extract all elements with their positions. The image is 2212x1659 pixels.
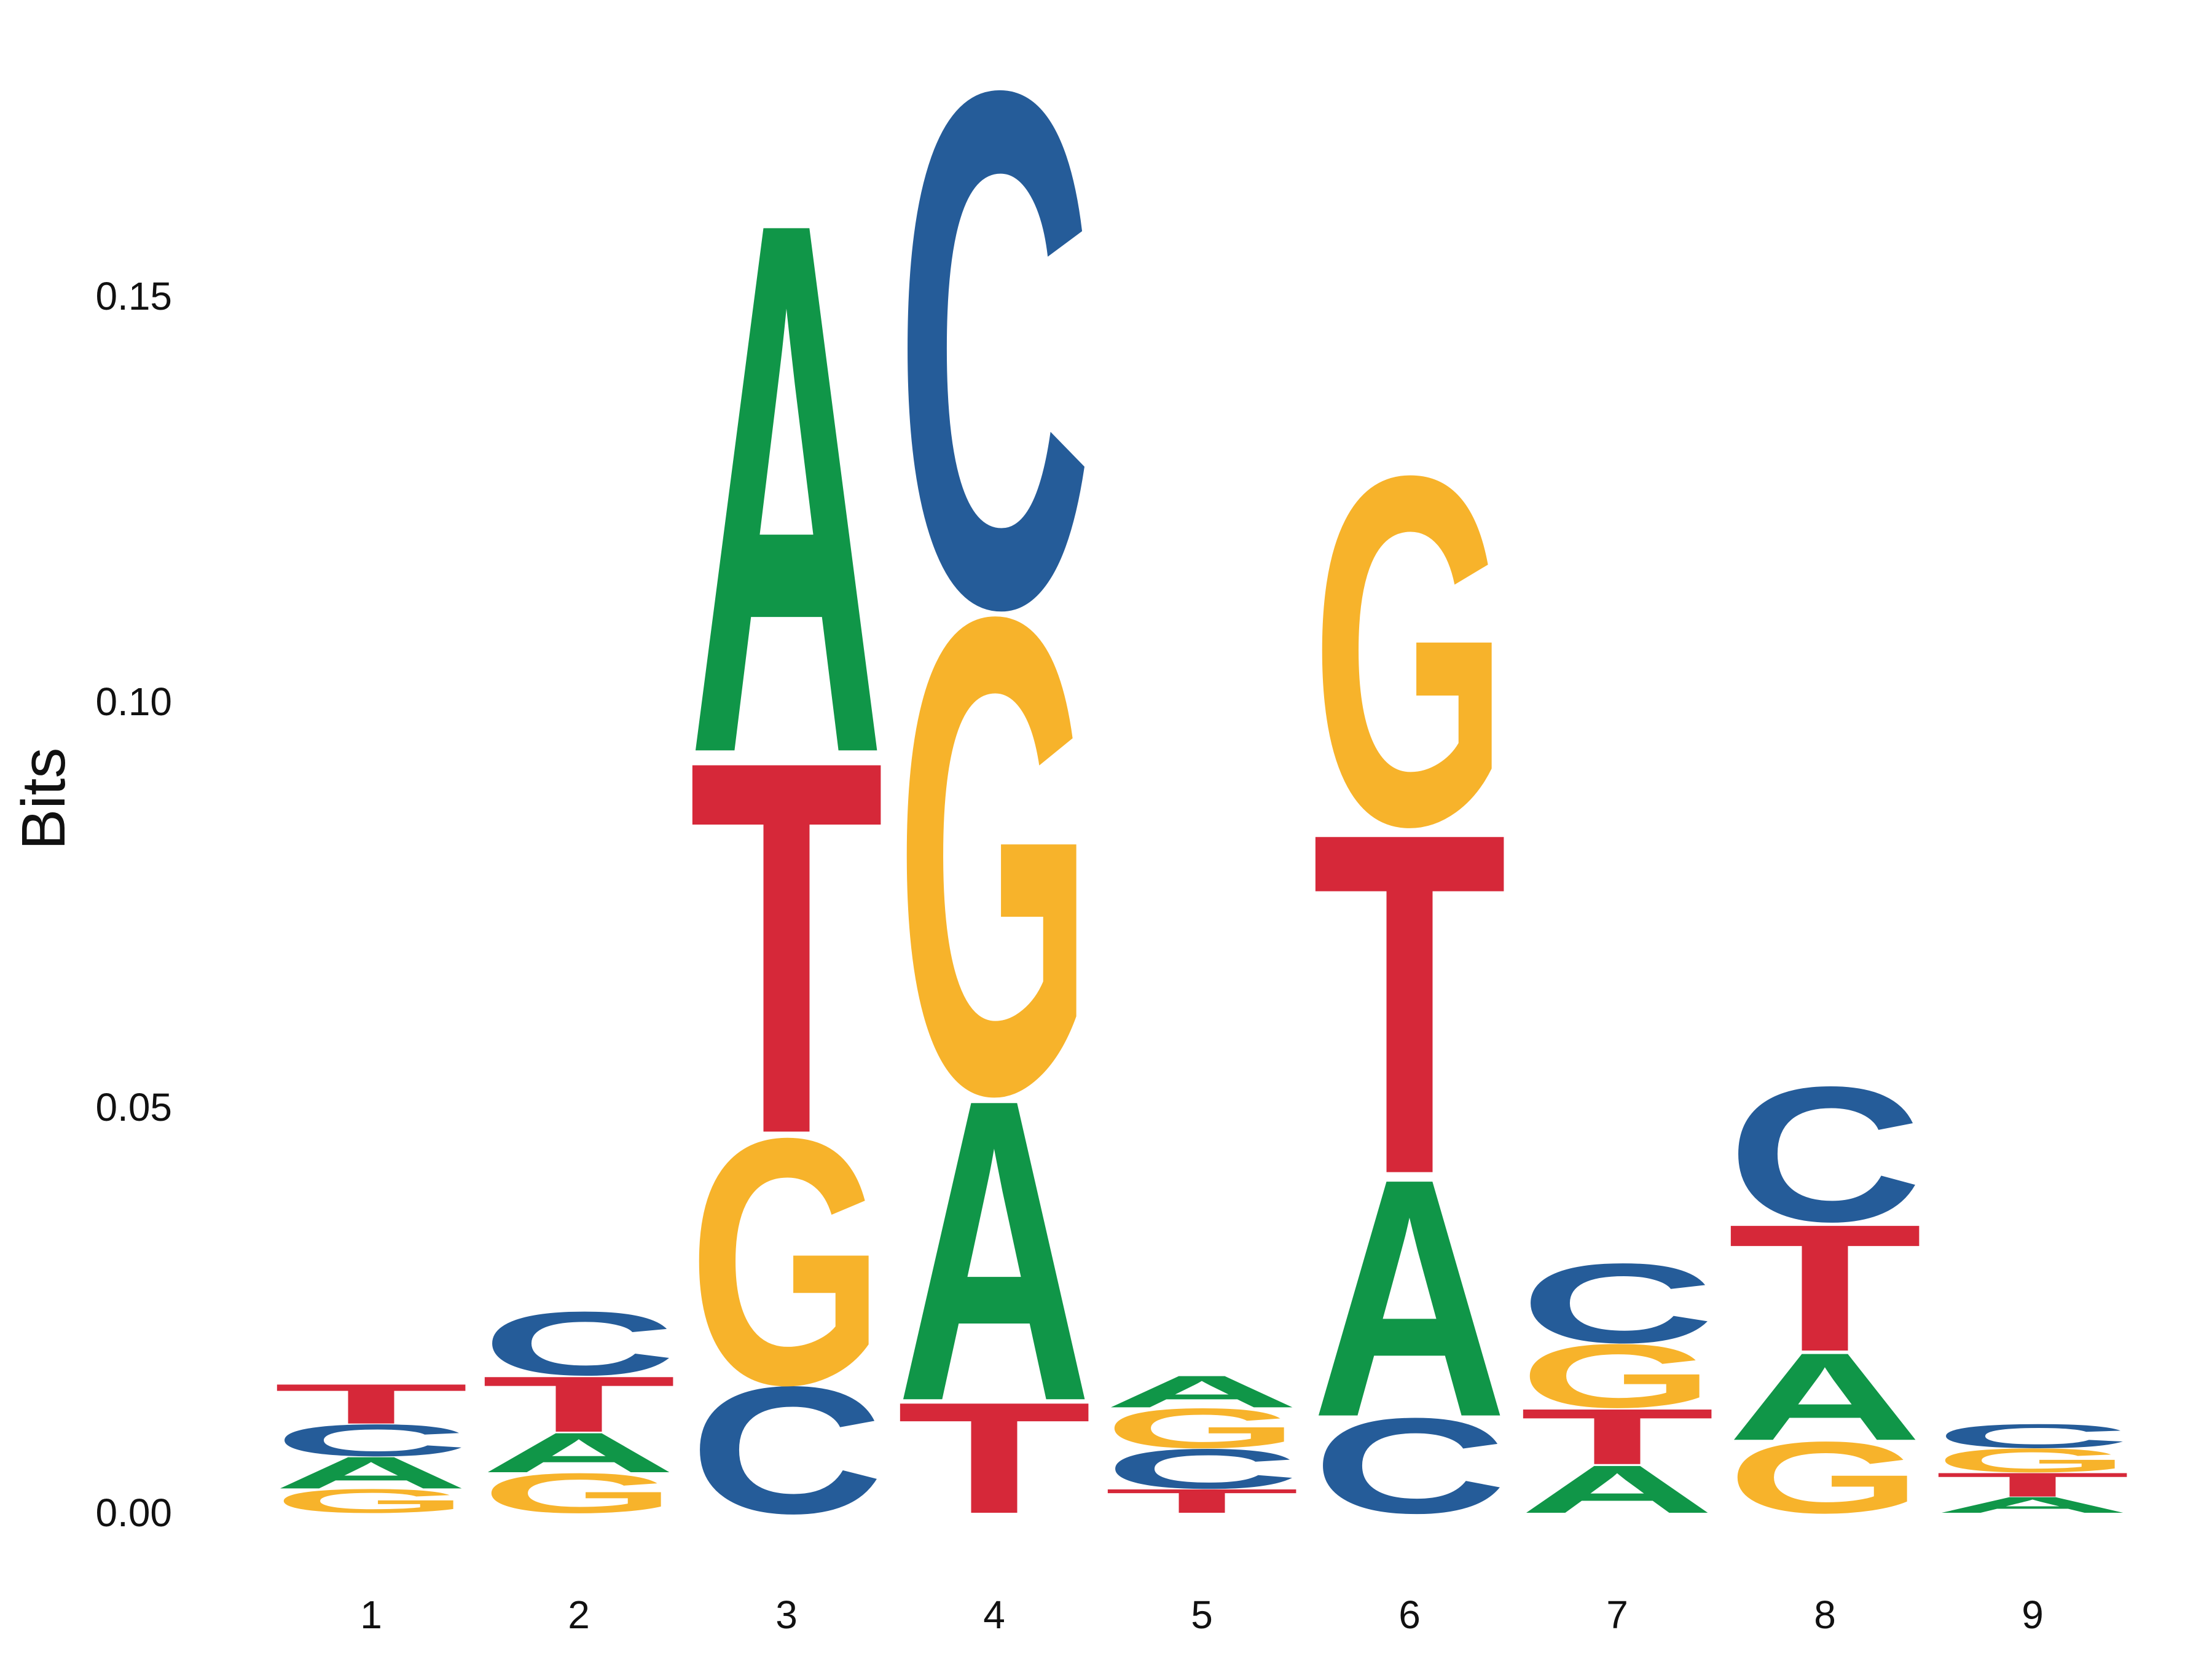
logo-letter-T: T: [1727, 1186, 1923, 1389]
y-axis-title: Bits: [9, 748, 78, 850]
y-tick-label: 0.05: [95, 1085, 172, 1129]
logo-letter-G: G: [1520, 1325, 1715, 1427]
logo-letter-C: C: [689, 1349, 884, 1551]
y-tick-label: 0.10: [95, 680, 172, 724]
logo-letter-A: A: [1727, 1327, 1923, 1467]
logo-letter-C: C: [1520, 1240, 1715, 1367]
logo-letter-G: G: [273, 1482, 469, 1520]
x-tick-label: 6: [1398, 1593, 1421, 1637]
x-tick-label: 9: [2022, 1593, 2044, 1637]
logo-letter-T: T: [481, 1360, 677, 1449]
logo-letter-G: G: [1727, 1421, 1923, 1535]
logo-letter-C: C: [1104, 1437, 1300, 1500]
logo-letter-A: A: [1935, 1492, 2130, 1518]
logo-letter-T: T: [1312, 732, 1507, 1276]
logo-letter-C: C: [1727, 1046, 1923, 1261]
logo-letter-T: T: [1520, 1392, 1715, 1481]
logo-letter-C: C: [273, 1415, 469, 1465]
logo-letter-A: A: [1312, 1107, 1507, 1487]
logo-letter-T: T: [273, 1373, 469, 1436]
y-axis: 0.00 0.05 0.10 0.15: [95, 274, 172, 1535]
logo-letter-A: A: [273, 1448, 469, 1498]
x-tick-label: 3: [775, 1593, 798, 1637]
logo-letter-G: G: [1935, 1441, 2130, 1480]
x-tick-label: 7: [1606, 1593, 1628, 1637]
logo-letter-G: G: [481, 1462, 677, 1525]
x-tick-label: 1: [360, 1593, 382, 1637]
logo-letter-T: T: [896, 1370, 1092, 1547]
logo-letter-C: C: [896, 0, 1092, 761]
logo-letter-G: G: [1104, 1397, 1300, 1460]
logo-letter-T: T: [1104, 1482, 1300, 1520]
logo-letter-C: C: [1312, 1390, 1507, 1542]
logo-letter-T: T: [689, 650, 884, 1244]
y-tick-label: 0.15: [95, 274, 172, 318]
x-tick-label: 5: [1191, 1593, 1213, 1637]
logo-letter-G: G: [896, 476, 1092, 1235]
logo-letter-A: A: [481, 1421, 677, 1484]
logo-letter-A: A: [1520, 1451, 1715, 1528]
x-tick-label: 8: [1814, 1593, 1836, 1637]
logo-letter-A: A: [896, 1010, 1092, 1491]
logo-letter-C: C: [1935, 1417, 2130, 1455]
x-axis: 1 2 3 4 5 6 7 8 9: [360, 1593, 2044, 1637]
x-tick-label: 2: [568, 1593, 590, 1637]
x-tick-label: 4: [983, 1593, 1005, 1637]
logo-letter-C: C: [481, 1293, 677, 1394]
logo-letter-T: T: [1935, 1466, 2130, 1504]
logo-letter-A: A: [1104, 1367, 1300, 1417]
logo-letter-G: G: [689, 1065, 884, 1457]
logo-letter-A: A: [689, 65, 884, 912]
y-tick-label: 0.00: [95, 1491, 172, 1535]
logo-letter-G: G: [1312, 374, 1507, 930]
